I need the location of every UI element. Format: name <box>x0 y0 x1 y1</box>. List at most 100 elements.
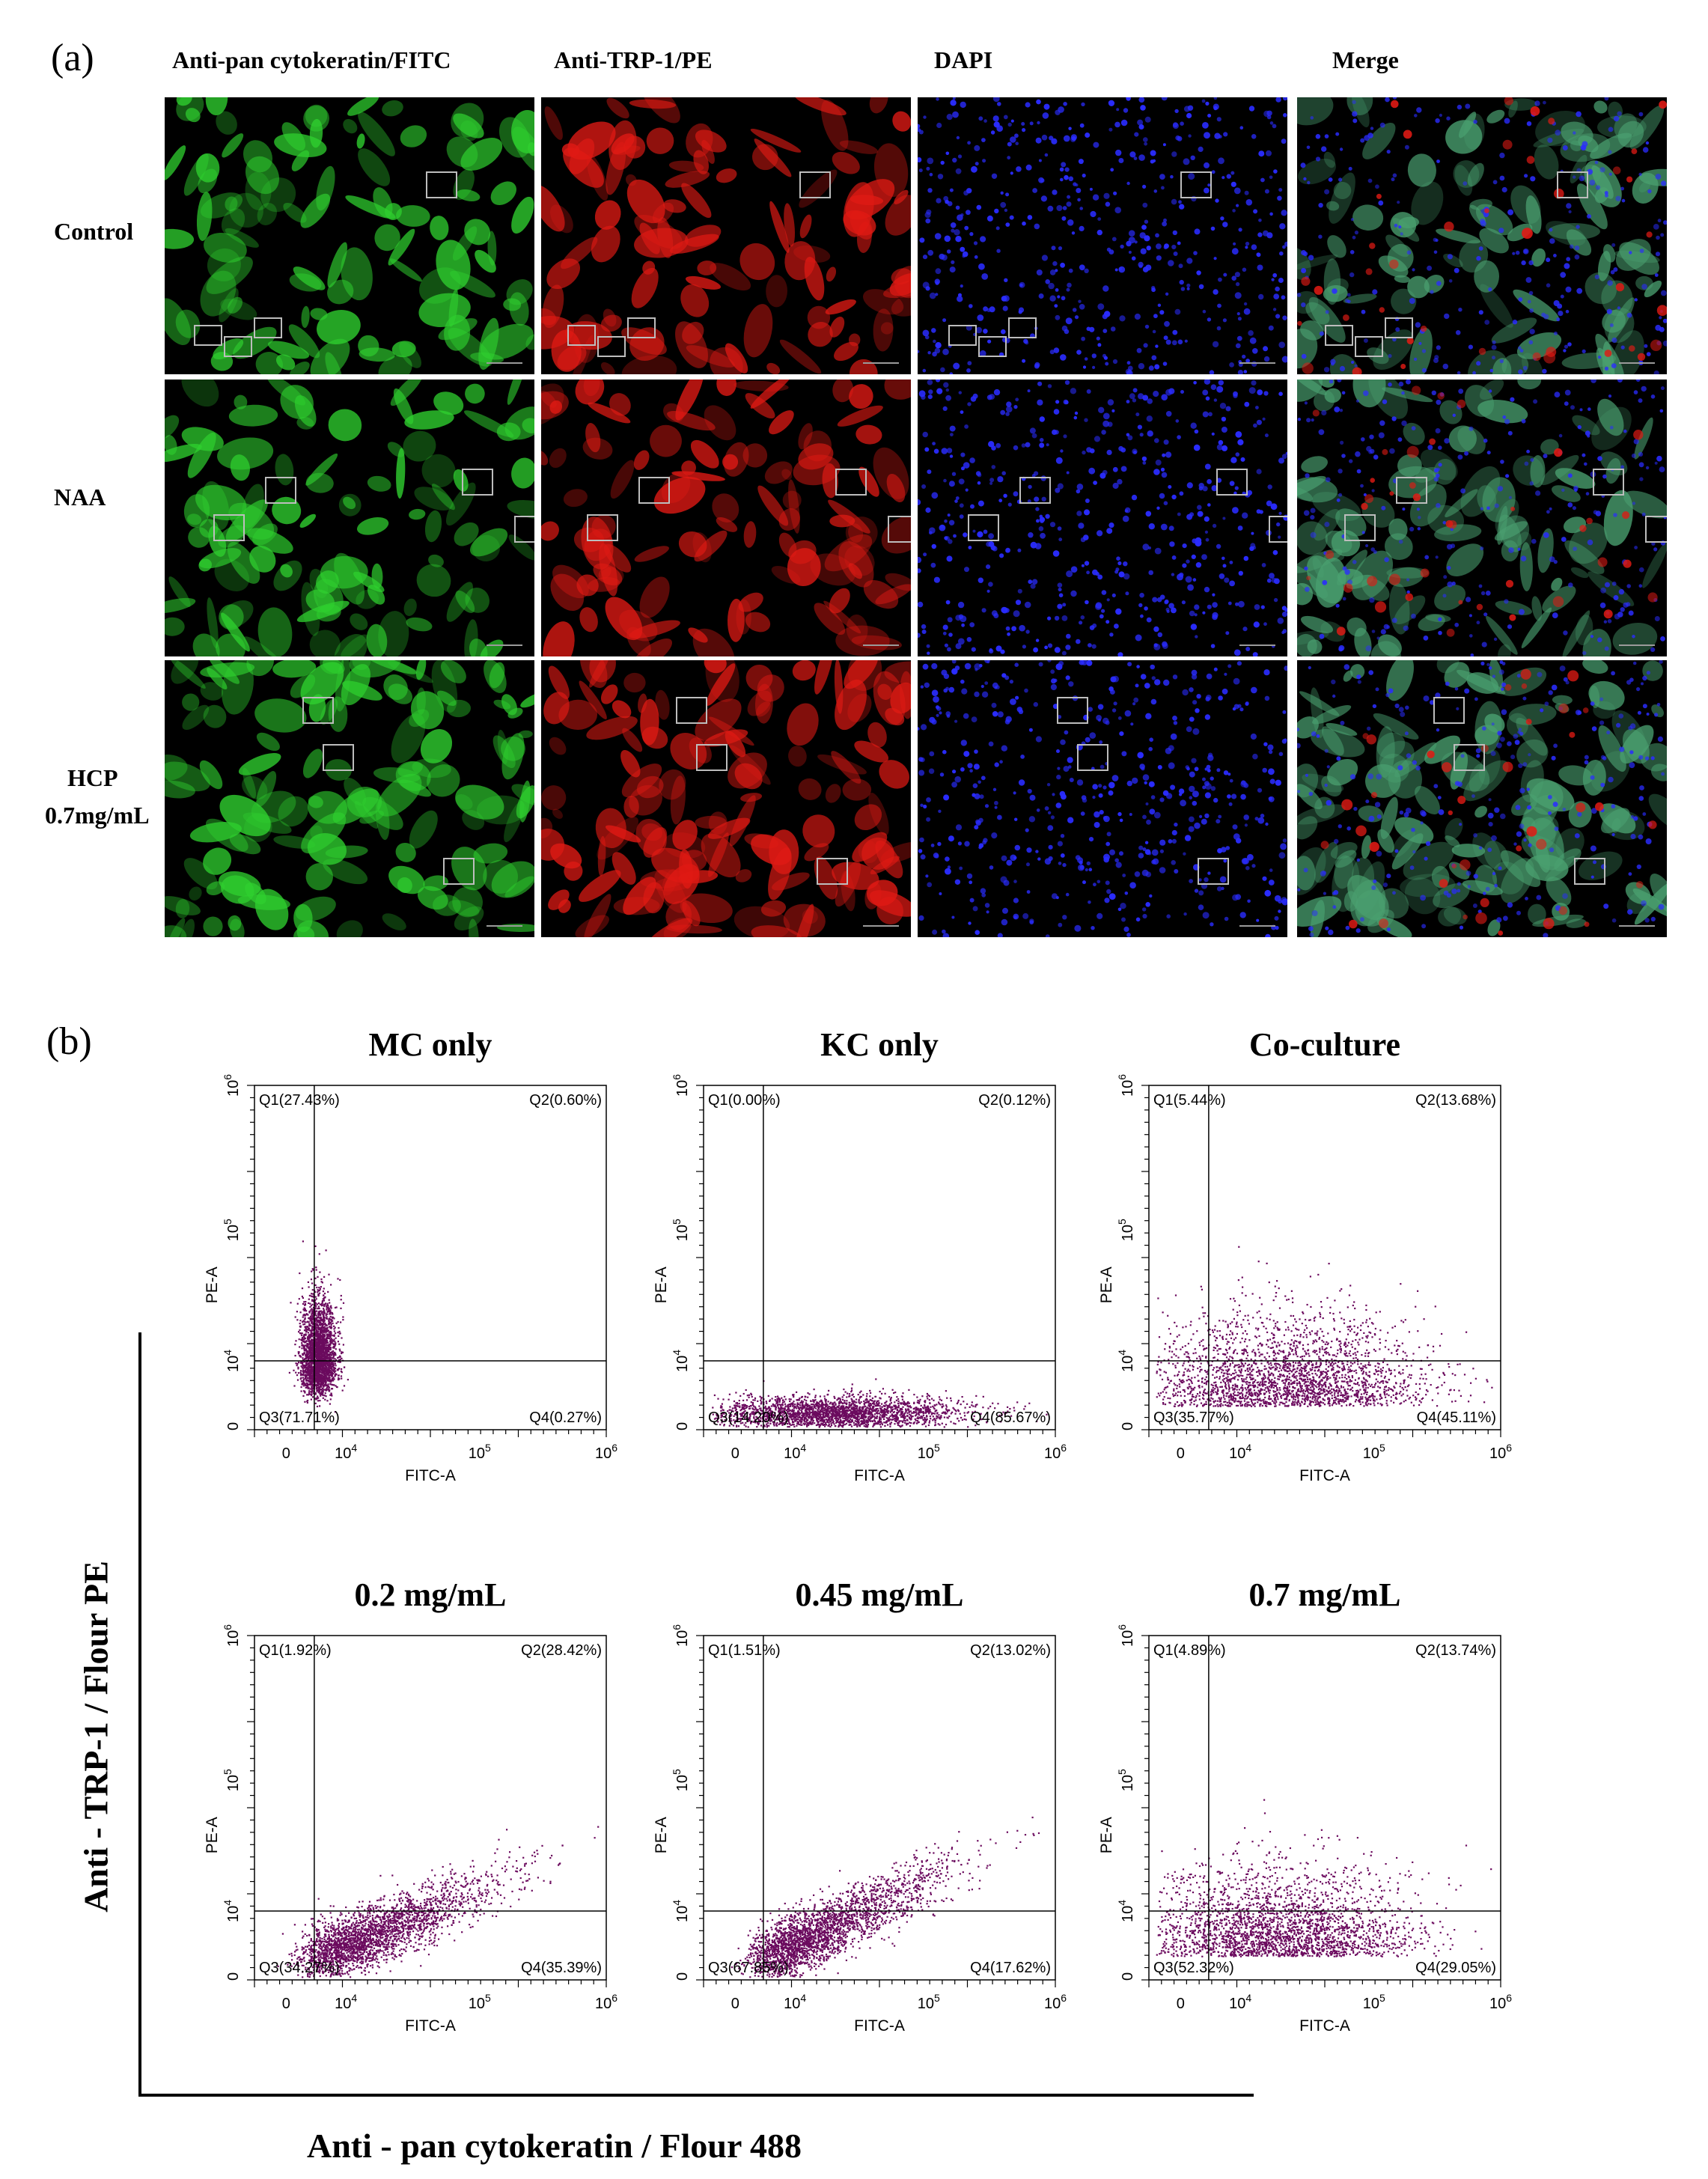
y-tick-label: 106 <box>222 1624 242 1647</box>
y-axis-label: Anti - TRP-1 / Flour PE <box>76 1561 115 1913</box>
x-axis-label: FITC-A <box>405 1467 456 1484</box>
x-tick-label: 105 <box>469 1992 491 2012</box>
flow-plot-title: 0.2 mg/mL <box>354 1576 507 1613</box>
y-tick-label: 106 <box>671 1074 691 1097</box>
flow-plot-1: MC only 0 104 105 106 0 104 105 106 FITC-A PE-A Q1(… <box>206 1025 625 1505</box>
y-tick-label: 105 <box>1116 1219 1136 1241</box>
x-tick-label: 0 <box>731 1445 739 1462</box>
y-tick-label: 105 <box>222 1769 242 1791</box>
y-axis-label: PE-A <box>1100 1817 1115 1853</box>
y-tick-label: 106 <box>1116 1074 1136 1097</box>
flow-plot-svg: 0 104 105 106 0 104 105 106 FITC-A PE-A Q1(27.43%)… <box>206 1074 617 1484</box>
x-tick-label: 105 <box>469 1442 491 1462</box>
x-tick-label: 104 <box>1229 1992 1251 2012</box>
event-dots <box>712 1378 1048 1428</box>
flow-plot-6: 0.7 mg/mL 0 104 105 106 0 104 105 106 FITC-A PE-A Q… <box>1100 1576 1519 2055</box>
flow-plot-2: KC only 0 104 105 106 0 104 105 106 FITC-A PE-A Q1(… <box>655 1025 1074 1505</box>
x-tick-label: 0 <box>282 1996 290 2012</box>
axis-ticks <box>247 1085 607 1437</box>
flow-plot-title: MC only <box>368 1026 492 1063</box>
x-tick-label: 105 <box>1363 1442 1385 1462</box>
flow-plot-svg: 0 104 105 106 0 104 105 106 FITC-A PE-A Q1(0.00%) Q… <box>655 1074 1067 1484</box>
x-axis-label: Anti - pan cytokeratin / Flour 488 <box>307 2127 802 2165</box>
event-dots <box>731 1816 1040 1978</box>
y-tick-label: 0 <box>225 1972 242 1981</box>
y-tick-label: 0 <box>674 1422 691 1430</box>
x-tick-label: 106 <box>1044 1992 1067 2012</box>
y-tick-label: 104 <box>1116 1350 1136 1372</box>
x-axis-label: FITC-A <box>1299 2017 1350 2035</box>
axis-ticks <box>1141 1085 1501 1437</box>
row-label-naa: NAA <box>54 484 106 511</box>
axis-ticks <box>696 1085 1056 1437</box>
micrograph-hcp-pe <box>541 660 911 937</box>
micrograph-control-fitc <box>165 97 534 374</box>
quadrant-label: Q1(5.44%) <box>1153 1092 1226 1109</box>
y-tick-label: 0 <box>225 1422 242 1430</box>
flow-plot-5: 0.45 mg/mL 0 104 105 106 0 104 105 106 FITC-A PE-A… <box>655 1576 1074 2055</box>
x-tick-label: 105 <box>1363 1992 1385 2012</box>
flow-plot-3: Co-culture 0 104 105 106 0 104 105 106 FITC-A PE-A… <box>1100 1025 1519 1505</box>
column-header-merge: Merge <box>1332 46 1399 73</box>
quadrant-label: Q1(4.89%) <box>1153 1642 1226 1659</box>
event-dots <box>277 1826 600 1978</box>
quadrant-label: Q2(13.02%) <box>970 1642 1051 1659</box>
quadrant-label: Q3(67.85%) <box>708 1960 789 1976</box>
event-dots <box>1156 1246 1493 1407</box>
y-tick-label: 106 <box>1116 1624 1136 1647</box>
quadrant-label: Q3(14.20%) <box>708 1410 789 1426</box>
panel-b-letter: (b) <box>46 1020 92 1063</box>
axis-ticks <box>1141 1635 1501 1987</box>
y-tick-label: 106 <box>671 1624 691 1647</box>
y-tick-label: 104 <box>1116 1900 1136 1922</box>
micrograph-hcp-fitc <box>165 660 534 937</box>
x-tick-label: 0 <box>282 1445 290 1462</box>
axis-ticks <box>247 1635 607 1987</box>
flow-plot-title: Co-culture <box>1248 1026 1401 1063</box>
quadrant-label: Q4(35.39%) <box>521 1960 602 1976</box>
quadrant-label: Q1(27.43%) <box>259 1092 340 1109</box>
x-tick-label: 105 <box>918 1992 940 2012</box>
micrograph-hcp-dapi <box>918 660 1287 937</box>
micrograph-naa-merge <box>1297 380 1667 656</box>
flow-plot-4: 0.2 mg/mL 0 104 105 106 0 104 105 106 FITC-A PE-A Q… <box>206 1576 625 2055</box>
y-tick-label: 105 <box>222 1219 242 1241</box>
quadrant-label: Q1(1.92%) <box>259 1642 332 1659</box>
x-bracket-line <box>138 2094 1254 2097</box>
y-tick-label: 0 <box>1120 1972 1136 1981</box>
x-tick-label: 0 <box>1177 1996 1185 2012</box>
y-tick-label: 105 <box>671 1219 691 1241</box>
row-label-control: Control <box>54 218 134 245</box>
quadrant-label: Q3(34.27%) <box>259 1960 340 1976</box>
x-tick-label: 106 <box>1489 1992 1512 2012</box>
flow-plot-title: KC only <box>820 1026 939 1063</box>
y-tick-label: 104 <box>671 1350 691 1372</box>
x-tick-label: 106 <box>595 1992 617 2012</box>
x-tick-label: 0 <box>731 1996 739 2012</box>
x-tick-label: 0 <box>1177 1445 1185 1462</box>
flow-plot-title: 0.45 mg/mL <box>795 1576 964 1613</box>
row-label-hcp: HCP 0.7mg/mL <box>45 764 150 829</box>
x-tick-label: 106 <box>595 1442 617 1462</box>
quadrant-label: Q4(29.05%) <box>1415 1960 1496 1976</box>
panel-a-letter: (a) <box>51 37 94 79</box>
quadrant-label: Q4(0.27%) <box>529 1410 602 1426</box>
column-header-dapi: DAPI <box>934 46 993 73</box>
y-axis-label: PE-A <box>206 1267 221 1303</box>
quadrant-label: Q4(45.11%) <box>1417 1410 1496 1426</box>
column-header-fitc: Anti-pan cytokeratin/FITC <box>172 46 451 73</box>
x-axis-label: FITC-A <box>1299 1467 1350 1484</box>
quadrant-label: Q2(0.12%) <box>978 1092 1051 1109</box>
x-tick-label: 104 <box>1229 1442 1251 1462</box>
flow-plot-svg: 0 104 105 106 0 104 105 106 FITC-A PE-A Q1(1.51%) Q… <box>655 1624 1067 2035</box>
x-tick-label: 104 <box>335 1442 357 1462</box>
x-axis-label: FITC-A <box>405 2017 456 2035</box>
quadrant-label: Q4(85.67%) <box>970 1410 1051 1426</box>
x-tick-label: 105 <box>918 1442 940 1462</box>
column-header-pe: Anti-TRP-1/PE <box>554 46 713 73</box>
y-axis-label: PE-A <box>655 1267 670 1303</box>
quadrant-label: Q1(0.00%) <box>708 1092 781 1109</box>
micrograph-control-dapi <box>918 97 1287 374</box>
y-tick-label: 104 <box>222 1350 242 1372</box>
y-tick-label: 104 <box>671 1900 691 1922</box>
